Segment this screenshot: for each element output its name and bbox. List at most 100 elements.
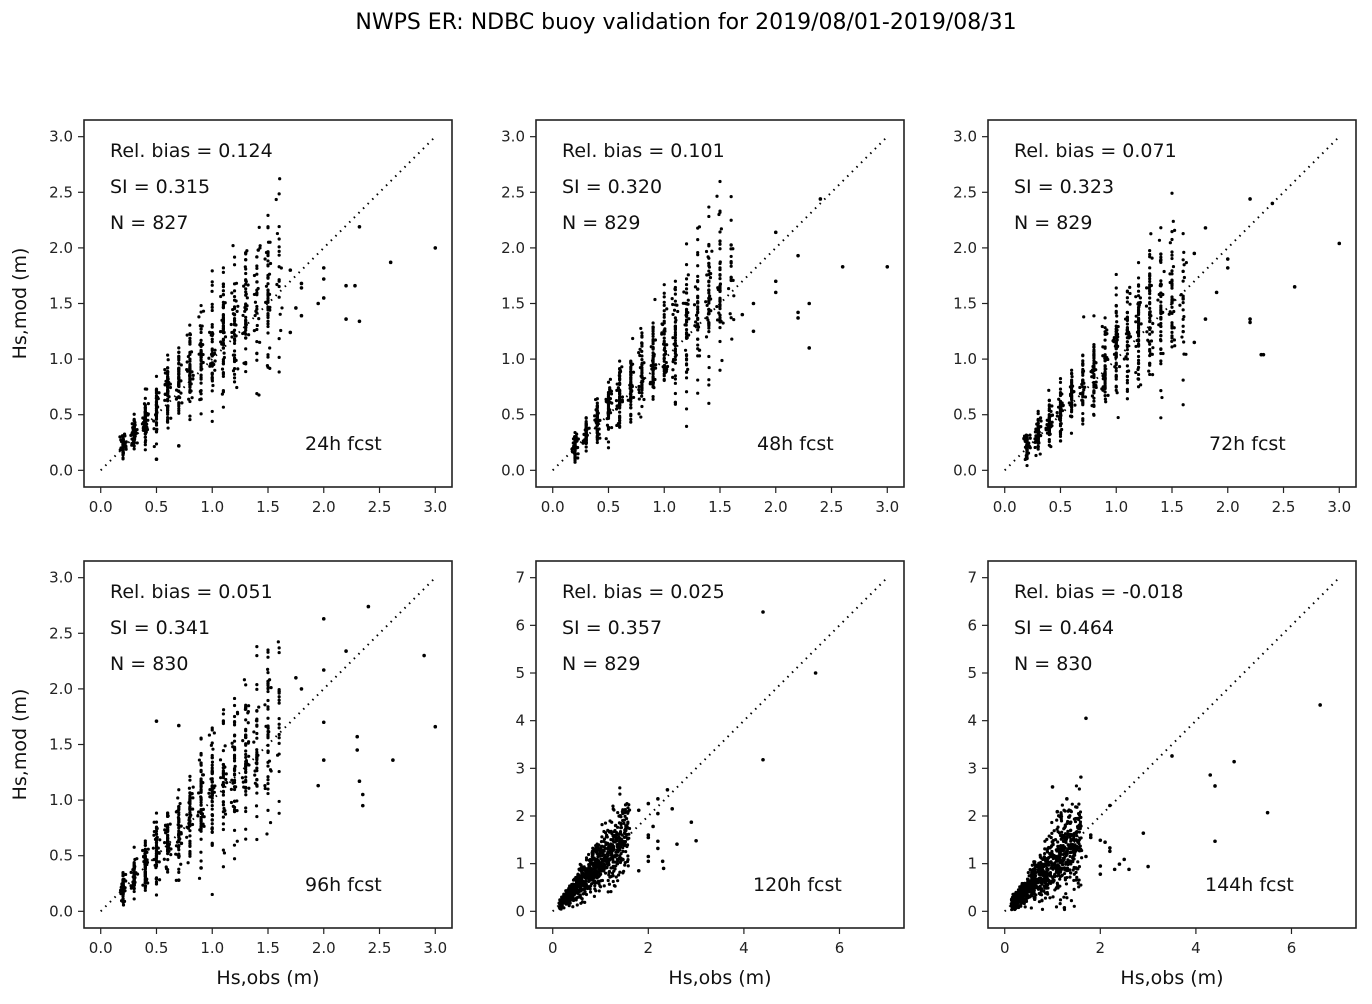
data-point <box>629 399 633 404</box>
data-point <box>1148 319 1152 323</box>
data-point <box>177 350 181 354</box>
data-point <box>661 866 666 871</box>
data-point <box>1058 416 1063 420</box>
data-point <box>152 820 156 824</box>
data-point <box>132 437 136 441</box>
data-point <box>1159 226 1163 230</box>
data-point <box>433 724 438 729</box>
data-point <box>158 838 162 842</box>
data-point <box>1161 351 1165 356</box>
data-point <box>637 390 641 395</box>
data-point <box>154 430 159 434</box>
data-point <box>277 701 281 705</box>
data-point <box>211 353 216 357</box>
data-point <box>696 311 700 315</box>
data-point <box>210 305 214 309</box>
data-point <box>640 379 644 383</box>
data-point <box>1248 317 1252 321</box>
data-point <box>618 813 622 818</box>
data-point <box>627 808 632 812</box>
data-point <box>1171 264 1176 269</box>
data-point <box>1049 444 1053 449</box>
data-point <box>607 858 612 862</box>
data-point <box>188 336 192 340</box>
data-point <box>1103 358 1107 363</box>
data-point <box>1033 437 1037 441</box>
data-point <box>258 244 262 248</box>
data-point <box>615 843 619 847</box>
data-point <box>807 346 812 350</box>
data-point <box>167 382 171 387</box>
data-point <box>266 264 270 268</box>
data-point <box>266 781 270 786</box>
data-point <box>629 412 633 416</box>
n-annotation: N = 829 <box>1014 212 1092 234</box>
data-point <box>1044 426 1048 430</box>
data-point <box>199 330 203 335</box>
data-point <box>1064 862 1068 866</box>
data-point <box>718 230 722 234</box>
data-point <box>143 839 147 843</box>
x-tick-label: 0.5 <box>597 498 621 516</box>
data-point <box>1125 330 1129 334</box>
data-point <box>1114 343 1118 347</box>
data-point <box>1081 369 1085 373</box>
y-tick-label: 6 <box>515 616 525 634</box>
data-point <box>1168 241 1172 245</box>
data-point <box>1092 383 1096 387</box>
data-point <box>277 741 281 745</box>
data-point <box>210 371 214 375</box>
data-point <box>1136 365 1141 370</box>
data-point <box>673 402 677 406</box>
data-point <box>598 436 602 440</box>
data-point <box>277 192 281 196</box>
data-point <box>1081 418 1085 423</box>
data-point <box>577 889 581 893</box>
data-point <box>595 403 599 408</box>
data-point <box>242 284 246 288</box>
data-point <box>163 823 168 827</box>
data-point <box>1125 289 1129 293</box>
data-point <box>177 831 181 835</box>
data-point <box>1058 402 1063 407</box>
data-point <box>179 824 183 828</box>
data-point <box>316 301 320 306</box>
data-point <box>255 723 259 727</box>
data-point <box>640 391 644 395</box>
data-point <box>247 333 251 337</box>
data-point <box>609 425 614 430</box>
data-point <box>1181 378 1185 382</box>
data-point <box>221 848 225 852</box>
data-point <box>353 283 357 288</box>
data-point <box>244 793 248 797</box>
data-point <box>575 903 579 907</box>
data-point <box>1071 849 1076 853</box>
data-point <box>1114 286 1118 290</box>
data-point <box>266 322 270 326</box>
data-point <box>190 822 195 827</box>
data-point <box>597 870 601 874</box>
data-point <box>1115 328 1119 332</box>
data-point <box>268 240 272 244</box>
data-point <box>640 371 644 375</box>
x-tick-label: 0.5 <box>1049 498 1073 516</box>
data-point <box>1149 232 1153 236</box>
data-point <box>1148 291 1152 296</box>
data-point <box>629 390 633 395</box>
data-point <box>143 860 147 864</box>
data-point <box>221 749 225 753</box>
data-point <box>154 442 159 446</box>
data-point <box>210 813 215 818</box>
data-point <box>199 837 203 841</box>
data-point <box>199 803 203 807</box>
data-point <box>255 358 259 362</box>
data-point <box>277 253 281 257</box>
data-point <box>579 896 583 900</box>
data-point <box>1036 409 1040 413</box>
data-point <box>1136 310 1141 314</box>
x-tick-label: 2 <box>644 939 654 957</box>
data-point <box>244 287 248 291</box>
data-point <box>1032 883 1037 887</box>
data-point <box>1181 258 1185 262</box>
data-point <box>718 268 722 272</box>
